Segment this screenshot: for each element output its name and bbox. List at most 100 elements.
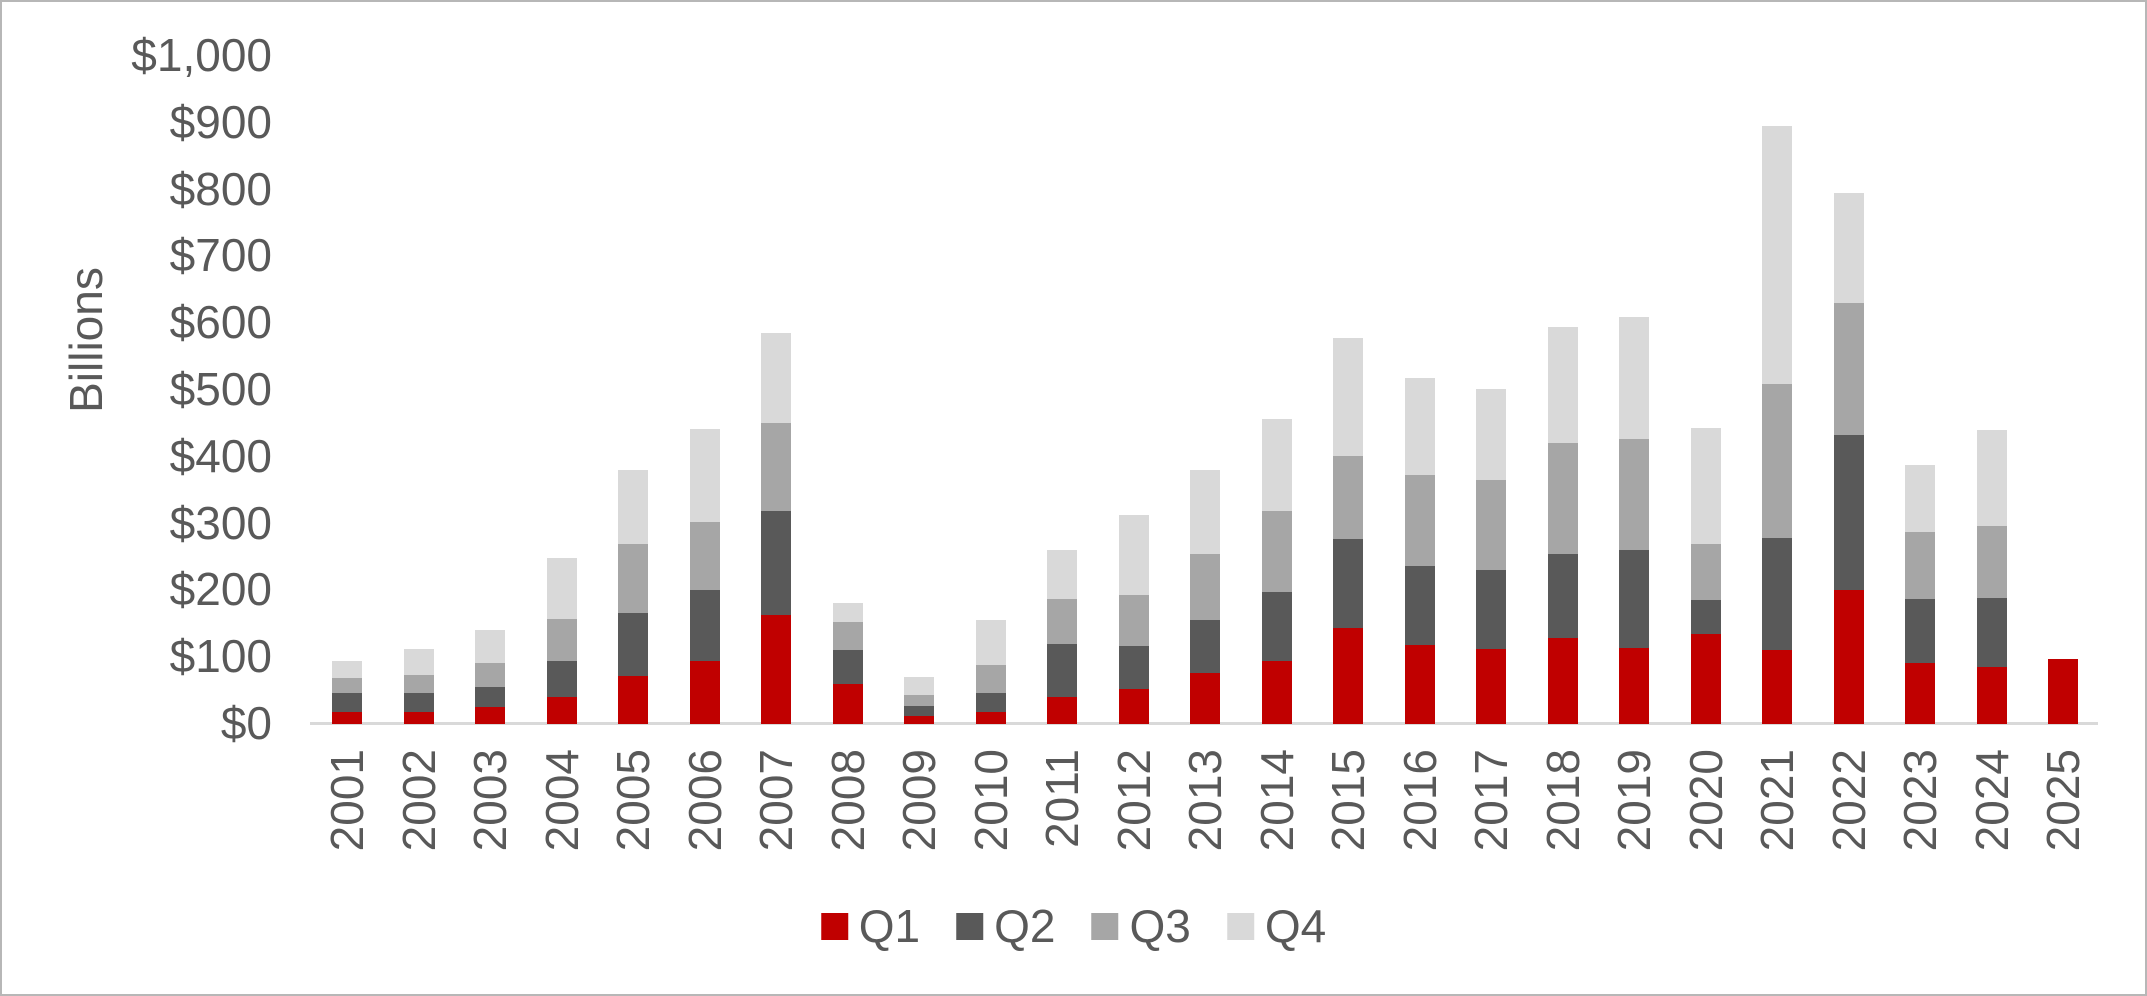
y-tick-label-1000: $1,000 (131, 29, 272, 81)
segment-2019-q3 (1619, 438, 1649, 550)
segment-2012-q4 (1118, 514, 1149, 596)
segment-2003-q2 (475, 686, 505, 707)
x-label-2011: 2011 (1036, 749, 1088, 848)
segment-2001-q1 (332, 711, 362, 724)
x-label-2018: 2018 (1536, 749, 1589, 852)
segment-2008-q3 (832, 622, 863, 651)
segment-2016-q2 (1404, 565, 1435, 646)
segment-2007-q4 (761, 333, 791, 423)
bar-2025 (2048, 659, 2078, 724)
legend-label-q1: Q1 (858, 900, 921, 952)
segment-2001-q2 (332, 693, 362, 712)
segment-2008-q2 (832, 650, 863, 684)
bar-2019 (1619, 316, 1649, 724)
x-label-2007: 2007 (750, 749, 802, 852)
segment-2013-q4 (1190, 470, 1220, 555)
segment-2003-q4 (475, 629, 505, 664)
segment-2008-q4 (832, 603, 863, 623)
segment-2019-q1 (1619, 648, 1649, 724)
segment-2006-q3 (689, 521, 720, 590)
segment-2016-q1 (1404, 645, 1435, 724)
legend-item-q2: Q2 (956, 900, 1056, 952)
segment-2017-q2 (1476, 570, 1506, 650)
segment-2001-q4 (332, 661, 362, 678)
bar-2020 (1690, 428, 1721, 724)
segment-2015-q2 (1333, 538, 1363, 629)
x-label-2010: 2010 (964, 749, 1017, 852)
segment-2023-q4 (1905, 464, 1935, 533)
y-tick-label-200: $200 (169, 563, 272, 616)
segment-2014-q1 (1261, 661, 1292, 724)
segment-2020-q1 (1690, 634, 1721, 724)
x-label-2023: 2023 (1894, 749, 1946, 852)
y-tick-label-900: $900 (169, 95, 272, 148)
segment-2013-q1 (1190, 673, 1220, 724)
bar-2007 (761, 333, 791, 724)
segment-2024-q2 (1976, 597, 2007, 668)
segment-2001-q3 (332, 677, 362, 694)
legend-swatch-q3 (1091, 912, 1119, 940)
bar-2010 (975, 620, 1006, 724)
segment-2007-q1 (761, 615, 791, 724)
segment-2025-q1 (2048, 659, 2078, 724)
segment-2006-q4 (689, 428, 720, 522)
segment-2021-q3 (1762, 383, 1792, 538)
legend-label-q3: Q3 (1129, 900, 1191, 952)
segment-2007-q3 (761, 422, 791, 511)
x-label-2024: 2024 (1965, 749, 2018, 852)
bar-2024 (1976, 430, 2007, 724)
x-label-2001: 2001 (321, 749, 373, 852)
segment-2017-q4 (1476, 388, 1506, 480)
segment-2013-q3 (1190, 554, 1220, 621)
segment-2018-q3 (1547, 443, 1578, 554)
segment-2019-q2 (1619, 549, 1649, 649)
segment-2014-q3 (1261, 510, 1292, 593)
y-tick-label-500: $500 (169, 363, 272, 415)
segment-2010-q1 (975, 711, 1006, 724)
segment-2006-q2 (689, 589, 720, 661)
legend-swatch-q2 (956, 912, 984, 940)
y-tick-label-700: $700 (169, 229, 272, 282)
segment-2018-q4 (1547, 326, 1578, 444)
y-tick-label-800: $800 (169, 162, 272, 215)
bar-2008 (832, 603, 863, 724)
segment-2011-q4 (1047, 550, 1077, 600)
segment-2022-q1 (1833, 590, 1864, 724)
bar-2011 (1047, 550, 1077, 724)
legend-label-q4: Q4 (1264, 900, 1327, 952)
bar-2017 (1476, 388, 1506, 724)
segment-2005-q2 (618, 613, 648, 676)
segment-2016-q4 (1404, 377, 1435, 476)
bar-2009 (904, 676, 934, 724)
segment-2024-q4 (1976, 430, 2007, 526)
bar-2012 (1118, 514, 1149, 724)
x-label-2025: 2025 (2037, 749, 2089, 852)
x-label-2013: 2013 (1179, 749, 1231, 852)
segment-2018-q2 (1547, 553, 1578, 639)
x-label-2002: 2002 (392, 749, 445, 852)
bar-2006 (689, 428, 720, 724)
segment-2022-q4 (1833, 192, 1864, 304)
segment-2009-q4 (904, 676, 934, 696)
segment-2020-q4 (1690, 428, 1721, 544)
bar-2022 (1833, 192, 1864, 724)
segment-2018-q1 (1547, 638, 1578, 724)
legend-swatch-q1 (820, 912, 848, 940)
x-label-2003: 2003 (464, 749, 516, 852)
segment-2003-q1 (475, 706, 505, 724)
segment-2013-q2 (1190, 620, 1220, 674)
segment-2021-q2 (1762, 537, 1792, 650)
segment-2020-q2 (1690, 599, 1721, 635)
segment-2011-q1 (1047, 697, 1077, 724)
segment-2024-q3 (1976, 525, 2007, 598)
legend-swatch-q4 (1226, 912, 1254, 940)
segment-2021-q1 (1762, 649, 1792, 724)
segment-2015-q1 (1333, 628, 1363, 724)
segment-2012-q2 (1118, 645, 1149, 690)
x-label-2016: 2016 (1393, 749, 1446, 852)
legend-item-q1: Q1 (820, 900, 921, 952)
segment-2009-q1 (904, 715, 934, 724)
bar-2018 (1547, 326, 1578, 724)
segment-2011-q3 (1047, 599, 1077, 644)
